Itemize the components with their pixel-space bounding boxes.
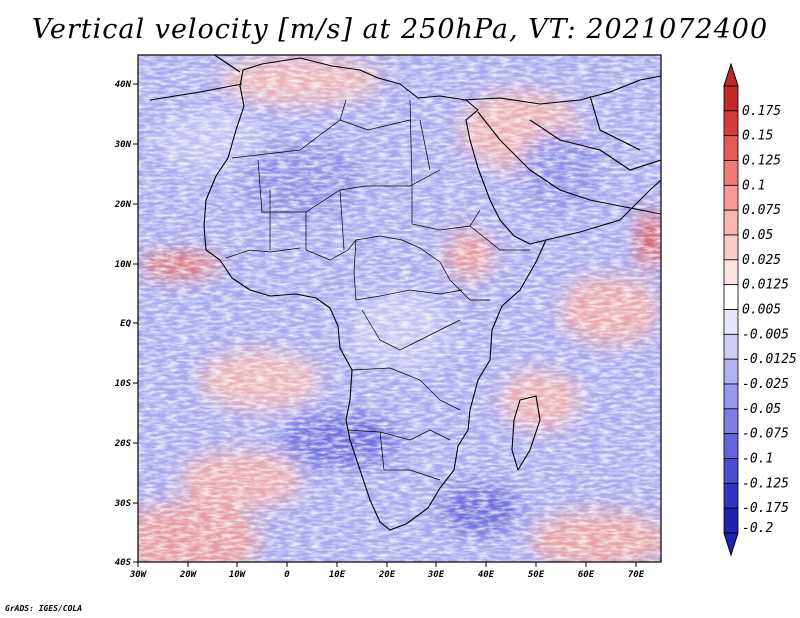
colorbar-swatch [723,458,739,484]
colorbar-label: -0.025 [742,377,789,392]
colorbar-bottom-arrow [723,532,739,557]
x-tick-label: 20E [378,570,396,580]
colorbar-swatch [723,358,739,385]
y-tick-label: 40S [115,558,132,568]
y-tick-label: 30N [114,140,132,150]
x-axis: 30W 20W 10W 0 10E 20E 30E 40E 50E 60E 70… [129,562,645,580]
y-tick-label: 20N [114,200,132,210]
x-tick-label: 40E [478,570,495,580]
country-borders [225,99,530,481]
coastline [149,55,661,531]
colorbar-label: 0.1 [742,178,765,193]
colorbar-swatch [723,209,739,236]
colorbar-swatch [723,234,739,261]
y-tick-label: 30S [114,499,132,509]
x-tick-label: 10E [329,570,346,580]
colorbar-label: 0.15 [742,129,773,144]
x-tick-label: 50E [528,570,545,580]
vertical-velocity-field [138,55,661,562]
x-tick-label: 30W [129,570,148,580]
x-tick-label: 0 [284,570,290,580]
x-tick-label: 10W [229,570,247,580]
colorbar-label: -0.175 [742,501,789,516]
map-frame [137,54,662,563]
colorbar-swatch [723,85,739,112]
colorbar-swatch [723,482,739,509]
colorbar-label: 0.125 [742,154,781,169]
colorbar-label: -0.125 [742,476,789,491]
colorbar-label: -0.0125 [742,352,797,367]
y-axis: 40N 30N 20N 10N EQ 10S 20S 30S 40S [114,80,138,568]
colorbar-swatch [723,110,739,137]
colorbar-label: -0.005 [742,327,789,342]
colorbar-top-arrow [723,62,739,87]
colorbar-swatch [723,507,739,534]
x-tick-label: 60E [578,570,595,580]
y-tick-label: 20S [114,439,132,449]
colorbar-swatch [723,309,739,335]
colorbar-label: 0.075 [742,203,781,218]
colorbar-label: 0.05 [742,228,773,243]
colorbar-label: -0.1 [742,452,773,467]
colorbar-label: 0.025 [742,253,781,268]
colorbar-label: -0.05 [742,402,781,417]
colorbar: 0.175 0.15 0.125 0.1 0.075 0.05 0.025 0.0125 0.0… [723,62,797,557]
y-tick-label: EQ [120,319,131,329]
colorbar-label: 0.175 [742,104,781,119]
x-tick-label: 30E [427,570,445,580]
colorbar-swatch [723,184,739,211]
y-tick-label: 10N [115,260,132,270]
colorbar-swatch [723,433,739,459]
colorbar-swatch [723,333,739,360]
colorbar-label: 0.005 [742,303,781,318]
colorbar-swatch [723,259,739,286]
y-tick-label: 40N [115,80,132,90]
colorbar-label: -0.2 [742,521,773,536]
grads-credit: GrADS: IGES/COLA [5,604,83,613]
map-title: Vertical velocity [m/s] at 250hPa, VT: 2… [31,14,769,45]
colorbar-swatch [723,135,739,161]
colorbar-swatch [723,383,739,410]
colorbar-swatch [723,160,739,186]
colorbar-swatch [723,408,739,435]
x-tick-label: 20W [179,570,198,580]
colorbar-swatch [723,284,739,310]
x-tick-label: 70E [628,570,645,580]
colorbar-label: -0.075 [742,427,789,442]
colorbar-label: 0.0125 [742,278,789,293]
y-tick-label: 10S [115,379,132,389]
